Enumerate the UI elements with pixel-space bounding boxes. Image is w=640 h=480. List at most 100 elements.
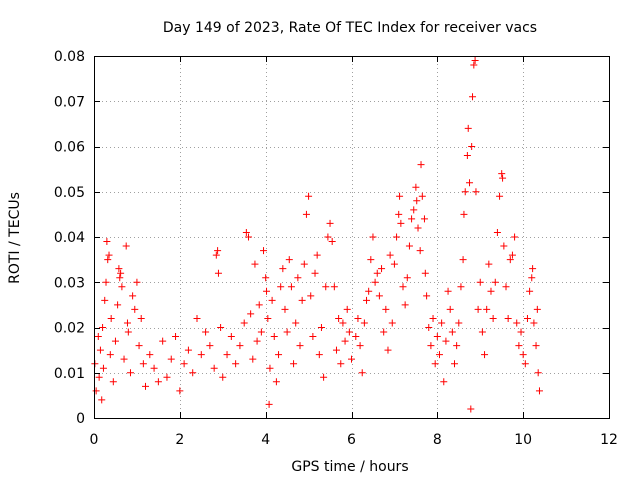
data-point (184, 346, 192, 354)
data-point (115, 265, 123, 273)
data-point (413, 197, 421, 205)
data-point (463, 152, 471, 160)
data-point (240, 319, 248, 327)
data-point (420, 215, 428, 223)
data-point (438, 319, 446, 327)
data-point (279, 265, 287, 273)
data-point (117, 269, 125, 277)
data-point (122, 242, 130, 250)
data-point (263, 287, 271, 295)
data-point (214, 269, 222, 277)
data-point (120, 355, 128, 363)
data-point (502, 283, 510, 291)
data-point (103, 238, 111, 246)
data-point (358, 369, 366, 377)
data-point (403, 274, 411, 282)
data-point (352, 333, 360, 341)
data-point (223, 351, 231, 359)
data-point (283, 328, 291, 336)
y-tick-label: 0.02 (54, 321, 85, 337)
chart-title: Day 149 of 2023, Rate Of TEC Index for r… (163, 20, 537, 36)
data-point (388, 319, 396, 327)
data-point (105, 251, 113, 259)
data-point (245, 233, 252, 241)
data-point (180, 360, 188, 368)
x-tick-label: 4 (261, 432, 270, 448)
data-point (345, 328, 353, 336)
data-point (313, 251, 321, 259)
data-point (104, 256, 112, 264)
data-point (468, 143, 476, 150)
data-point (146, 351, 154, 359)
data-point (535, 387, 543, 395)
data-point (373, 269, 381, 277)
data-point (281, 305, 289, 313)
data-point (498, 170, 506, 178)
data-point (266, 364, 274, 372)
data-point (219, 373, 227, 381)
data-point (96, 346, 104, 354)
data-point (111, 337, 119, 345)
data-point (106, 351, 114, 359)
data-point (214, 247, 222, 255)
data-point (427, 342, 435, 350)
data-point (123, 319, 131, 327)
data-point (378, 265, 386, 273)
data-point (371, 278, 379, 286)
data-point (534, 369, 542, 377)
data-point (300, 260, 308, 268)
data-point (382, 305, 390, 313)
data-point (253, 337, 261, 345)
data-point (460, 210, 468, 218)
data-point (508, 251, 516, 259)
data-point (348, 355, 355, 363)
data-point (408, 215, 416, 223)
data-point (343, 305, 351, 313)
data-point (529, 265, 537, 273)
data-point (163, 373, 171, 381)
data-point (268, 296, 276, 304)
y-tick-label: 0.05 (54, 185, 85, 201)
data-point (491, 278, 499, 286)
data-point (142, 382, 149, 390)
data-point (528, 274, 536, 282)
data-point (315, 351, 323, 359)
y-tick-label: 0.07 (54, 94, 85, 110)
data-point (504, 314, 512, 322)
data-point (99, 324, 107, 331)
data-point (390, 260, 398, 268)
data-point (367, 256, 375, 264)
data-point (324, 233, 332, 241)
x-tick-label: 0 (90, 432, 99, 448)
data-point (446, 305, 454, 313)
x-tick-label: 8 (433, 432, 442, 448)
data-point (384, 346, 392, 354)
data-point (499, 174, 507, 182)
data-point (262, 274, 270, 282)
data-point (396, 192, 404, 200)
y-tick-label: 0.01 (54, 366, 85, 382)
data-point (435, 351, 443, 359)
data-point (365, 287, 373, 295)
data-point (292, 319, 300, 327)
data-point (457, 283, 465, 291)
data-point (285, 256, 293, 264)
data-point (98, 396, 106, 404)
data-point (532, 342, 540, 350)
data-point (137, 314, 145, 322)
data-point (277, 283, 285, 291)
data-point (405, 242, 413, 250)
data-points (91, 57, 543, 413)
data-point (193, 314, 201, 322)
x-tick-label: 12 (600, 432, 618, 448)
data-point (212, 251, 220, 259)
y-tick-label: 0 (76, 411, 85, 427)
data-point (467, 405, 475, 413)
data-point (272, 378, 280, 386)
data-point (444, 287, 452, 295)
data-point (515, 342, 523, 350)
data-point (461, 188, 469, 196)
y-tick-label: 0.03 (54, 275, 85, 291)
data-point (94, 333, 102, 341)
data-point (513, 319, 521, 327)
